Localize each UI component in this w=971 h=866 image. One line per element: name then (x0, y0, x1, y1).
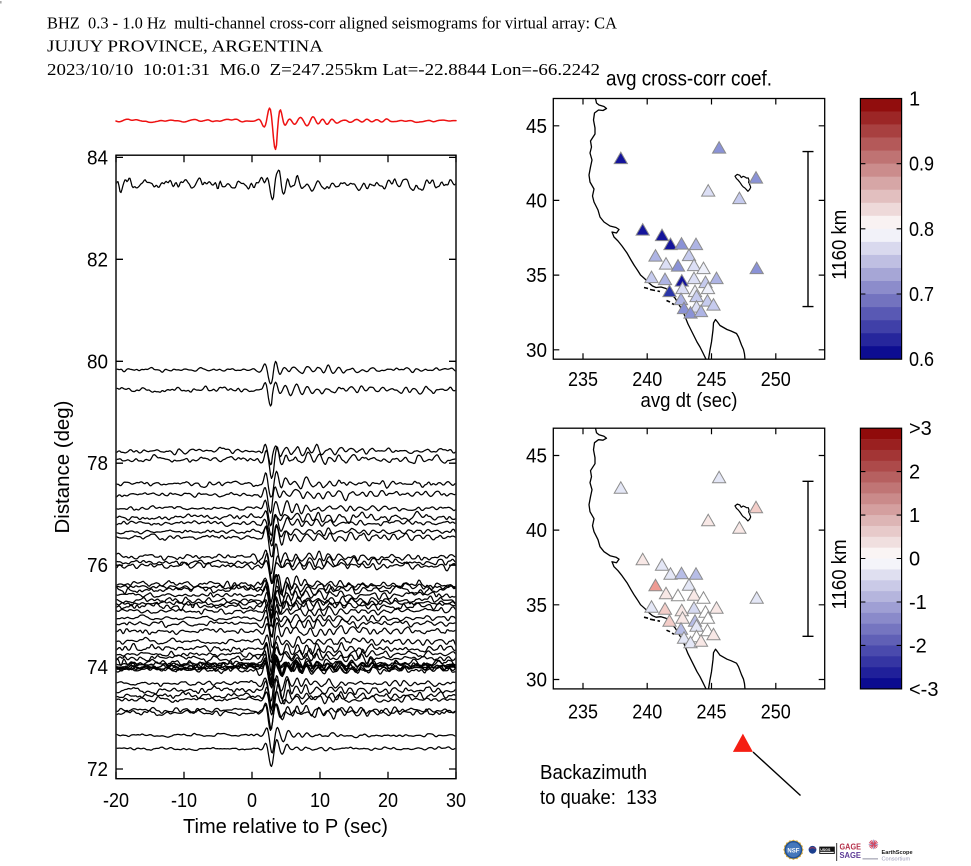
svg-text:80: 80 (87, 351, 108, 373)
svg-text:BHZ 0.3 - 1.0 Hz multi-chann: BHZ 0.3 - 1.0 Hz multi-channel cross-cor… (47, 14, 618, 33)
svg-text:30: 30 (446, 790, 466, 812)
svg-text:USGS: USGS (820, 848, 831, 852)
svg-text:20: 20 (378, 790, 398, 812)
svg-text:avg cross-corr coef.: avg cross-corr coef. (606, 67, 772, 90)
svg-text:84: 84 (87, 147, 108, 169)
svg-text:<-3: <-3 (909, 679, 938, 701)
svg-text:1160 km: 1160 km (829, 210, 851, 280)
svg-text:-20: -20 (103, 790, 129, 812)
svg-text:35: 35 (526, 595, 547, 617)
svg-text:-10: -10 (171, 790, 197, 812)
svg-text:GAGE: GAGE (840, 842, 862, 851)
svg-text:40: 40 (526, 520, 547, 542)
svg-text:0.7: 0.7 (909, 284, 934, 306)
svg-text:250: 250 (761, 702, 791, 724)
svg-text:72: 72 (87, 759, 108, 781)
svg-text:40: 40 (526, 190, 547, 212)
svg-text:245: 245 (697, 369, 727, 391)
svg-text:235: 235 (568, 369, 598, 391)
svg-text:235: 235 (568, 702, 598, 724)
svg-text:0.9: 0.9 (909, 154, 934, 176)
svg-text:245: 245 (697, 702, 727, 724)
svg-text:avg dt (sec): avg dt (sec) (641, 389, 738, 412)
svg-text:Consortium: Consortium (882, 856, 911, 862)
svg-text:74: 74 (87, 657, 108, 679)
svg-text:30: 30 (526, 669, 547, 691)
svg-text:45: 45 (526, 116, 547, 138)
svg-text:NSF: NSF (787, 848, 799, 854)
svg-text:240: 240 (632, 369, 662, 391)
svg-text:Backazimuth: Backazimuth (540, 762, 647, 784)
svg-text:250: 250 (761, 369, 791, 391)
svg-text:240: 240 (632, 702, 662, 724)
svg-text:Time relative to P (sec): Time relative to P (sec) (183, 816, 388, 838)
svg-text:30: 30 (526, 340, 547, 362)
svg-text:82: 82 (87, 249, 108, 271)
svg-text:>3: >3 (909, 418, 932, 440)
svg-text:SAGE: SAGE (840, 851, 862, 860)
svg-text:0: 0 (909, 549, 920, 571)
svg-text:0: 0 (247, 790, 257, 812)
svg-text:0.6: 0.6 (909, 349, 934, 371)
svg-text:JUJUY PROVINCE, ARGENTINA: JUJUY PROVINCE, ARGENTINA (47, 37, 324, 56)
svg-text:35: 35 (526, 265, 547, 287)
svg-text:1: 1 (909, 89, 920, 111)
svg-text:Distance (deg): Distance (deg) (52, 401, 74, 534)
svg-text:78: 78 (87, 453, 108, 475)
svg-text:1160 km: 1160 km (829, 539, 851, 609)
svg-text:45: 45 (526, 446, 547, 468)
svg-text:2023/10/10 10:01:31 M6.0 Z=: 2023/10/10 10:01:31 M6.0 Z=247.255km Lat… (47, 60, 600, 79)
svg-text:-2: -2 (909, 635, 927, 657)
svg-text:10: 10 (310, 790, 330, 812)
svg-text:-1: -1 (909, 592, 927, 614)
svg-text:1: 1 (909, 505, 920, 527)
svg-text:76: 76 (87, 555, 108, 577)
svg-text:0.8: 0.8 (909, 219, 934, 241)
svg-text:EarthScope: EarthScope (882, 850, 913, 856)
svg-text:to quake: 133: to quake: 133 (540, 787, 657, 809)
svg-text:2: 2 (909, 462, 920, 484)
